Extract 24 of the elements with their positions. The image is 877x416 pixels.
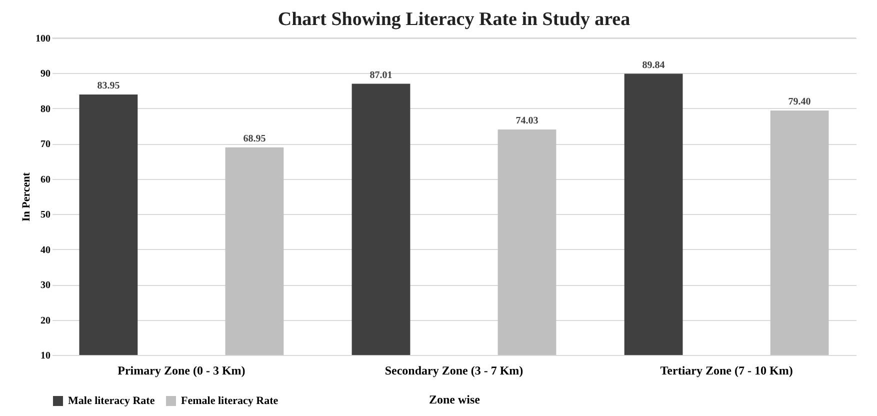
x-tick-label: Tertiary Zone (7 - 10 Km) xyxy=(660,364,793,378)
y-axis-title: In Percent xyxy=(20,172,32,222)
data-label: 87.01 xyxy=(370,70,392,81)
data-label: 74.03 xyxy=(516,115,538,126)
x-axis-title: Zone wise xyxy=(429,392,481,406)
chart-title: Chart Showing Literacy Rate in Study area xyxy=(278,9,631,30)
legend-label: Male literacy Rate xyxy=(68,395,155,407)
y-tick-label: 100 xyxy=(36,34,50,44)
legend-label: Female literacy Rate xyxy=(181,395,278,407)
x-tick-label: Secondary Zone (3 - 7 Km) xyxy=(384,364,524,378)
y-tick-label: 20 xyxy=(40,315,50,326)
y-tick-label: 30 xyxy=(40,280,50,292)
y-tick-label: 90 xyxy=(40,68,50,80)
data-label: 68.95 xyxy=(243,133,266,144)
x-tick-label: Primary Zone (0 - 3 Km) xyxy=(118,364,246,378)
data-label: 83.95 xyxy=(97,80,120,92)
y-tick-label: 40 xyxy=(40,244,50,256)
y-tick-label: 80 xyxy=(40,104,50,115)
data-label: 89.84 xyxy=(642,60,665,71)
y-tick-label: 10 xyxy=(40,350,50,362)
y-tick-label: 70 xyxy=(40,139,50,150)
y-tick-label: 50 xyxy=(40,210,50,221)
data-label: 79.40 xyxy=(788,96,811,108)
y-tick-label: 60 xyxy=(40,174,50,186)
